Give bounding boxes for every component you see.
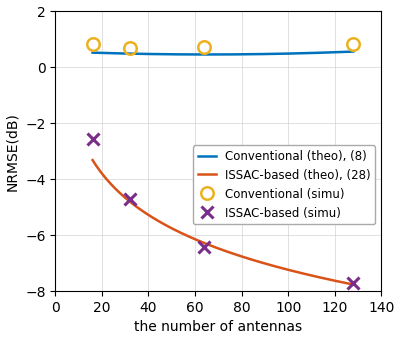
ISSAC-based (simu) [202,245,207,249]
Conventional (theo), (8) [327,50,332,54]
Conventional (theo), (8) [311,51,316,55]
Conventional (theo), (8) [251,52,256,56]
Conventional (theo), (8) [91,51,96,55]
Conventional (simu) [351,42,356,46]
ISSAC-based (theo), (28) [244,256,249,260]
Conventional (theo), (8) [90,51,95,55]
ISSAC-based (theo), (28) [351,283,356,287]
Conventional (theo), (8) [246,52,250,56]
ISSAC-based (theo), (28) [246,256,250,260]
Line: Conventional (simu): Conventional (simu) [86,38,360,54]
X-axis label: the number of antennas: the number of antennas [134,320,302,335]
Conventional (simu) [90,42,95,46]
ISSAC-based (theo), (28) [91,159,96,164]
Line: ISSAC-based (theo), (28): ISSAC-based (theo), (28) [92,160,353,285]
ISSAC-based (simu) [351,281,356,285]
Legend: Conventional (theo), (8), ISSAC-based (theo), (28), Conventional (simu), ISSAC-b: Conventional (theo), (8), ISSAC-based (t… [193,145,375,224]
Line: ISSAC-based (simu): ISSAC-based (simu) [86,132,360,290]
Conventional (theo), (8) [351,50,356,54]
ISSAC-based (simu) [128,197,132,201]
Conventional (theo), (8) [205,52,210,56]
Y-axis label: NRMSE(dB): NRMSE(dB) [6,112,20,190]
ISSAC-based (theo), (28) [250,258,254,262]
Conventional (simu) [128,46,132,50]
ISSAC-based (theo), (28) [90,158,95,162]
Conventional (theo), (8) [246,52,251,56]
Conventional (simu) [202,45,207,49]
ISSAC-based (theo), (28) [310,274,315,278]
ISSAC-based (simu) [90,136,95,140]
Line: Conventional (theo), (8): Conventional (theo), (8) [92,52,353,54]
ISSAC-based (theo), (28) [326,277,331,282]
